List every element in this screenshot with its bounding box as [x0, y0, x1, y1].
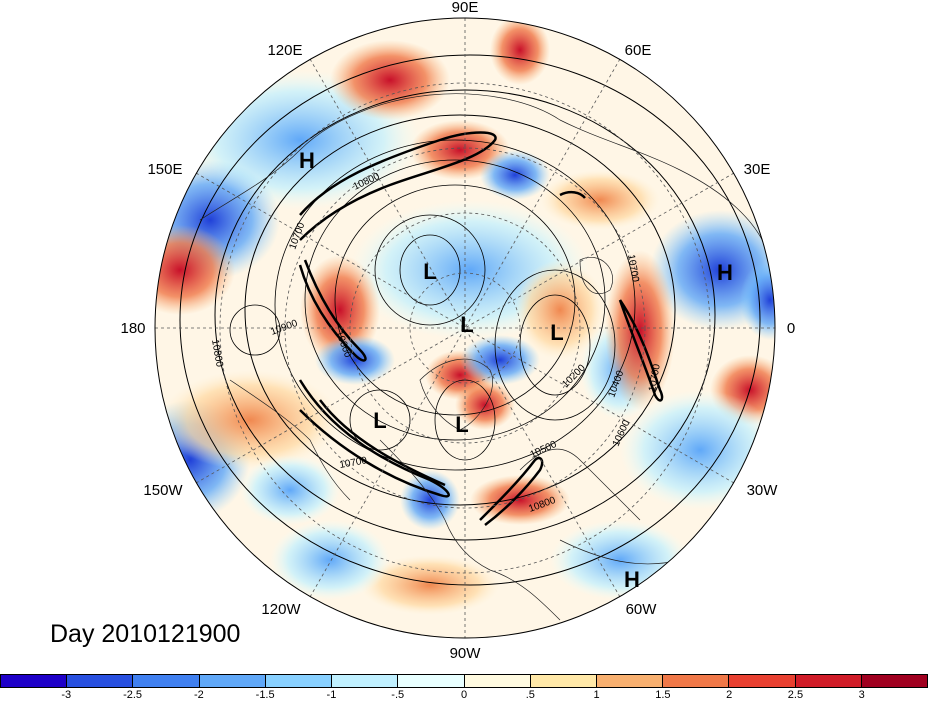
contour-label: 10800	[209, 339, 225, 369]
low-label: L	[373, 408, 386, 433]
low-label: L	[455, 412, 468, 437]
colorbar-swatch	[530, 675, 597, 687]
lon-label-0: 0	[787, 320, 795, 337]
lon-label-150w: 150W	[143, 482, 183, 499]
pressure-systems: L L L L L H H H	[299, 148, 733, 592]
contour-label: 10700	[339, 455, 369, 471]
contour-label: 10700	[625, 254, 641, 284]
height-contours	[179, 54, 761, 586]
contour-label: 10700	[647, 363, 663, 393]
lon-label-90e: 90E	[452, 0, 479, 16]
colorbar-swatch	[332, 675, 399, 687]
high-label: H	[624, 567, 640, 592]
colorbar-swatch	[1, 675, 68, 687]
colorbar-tick-label: 3	[858, 689, 865, 701]
lon-label-180: 180	[120, 320, 145, 337]
colorbar-tick-label: 1.5	[655, 689, 671, 701]
colorbar-swatch	[265, 675, 333, 687]
colorbar-swatch	[67, 675, 134, 687]
colorbar-tick-label: -1	[326, 689, 337, 701]
colorbar-swatch	[596, 675, 664, 687]
anomaly-field	[155, 18, 775, 638]
low-label: L	[550, 320, 563, 345]
colorbar-tick-label: .5	[525, 689, 535, 701]
graticule	[155, 18, 775, 638]
colorbar-swatch	[795, 675, 862, 687]
lon-label-120e: 120E	[267, 42, 302, 59]
colorbar-tick-label: 2.5	[787, 689, 804, 701]
colorbar-swatch	[861, 675, 928, 687]
high-label: H	[717, 260, 733, 285]
colorbar-tick-label: -1.5	[255, 689, 275, 701]
colorbar-swatches	[0, 674, 928, 688]
lon-label-30e: 30E	[744, 161, 771, 178]
jet-contours	[298, 131, 664, 526]
lon-label-30w: 30W	[747, 482, 779, 499]
colorbar-tick-label: -2.5	[123, 689, 143, 701]
colorbar-tick-label: -2	[193, 689, 204, 701]
colorbar-swatch	[199, 675, 266, 687]
colorbar-tick-label: -.5	[391, 689, 405, 701]
colorbar-tick-label: -3	[61, 689, 72, 701]
colorbar-tick-label: 2	[726, 689, 733, 701]
high-label: H	[299, 148, 315, 173]
colorbar-tick-label: 1	[593, 689, 600, 701]
colorbar-swatch	[464, 675, 531, 687]
colorbar: -3 -2.5 -2 -1.5 -1 -.5 0 .5 1 1.5 2 2.5 3	[0, 674, 928, 702]
low-label: L	[423, 259, 436, 284]
colorbar-swatch	[663, 675, 730, 687]
lon-label-60w: 60W	[626, 601, 658, 618]
lon-label-60e: 60E	[625, 42, 652, 59]
colorbar-swatch	[729, 675, 796, 687]
colorbar-tick-label: 0	[460, 689, 468, 701]
lon-label-90w: 90W	[450, 645, 482, 662]
lon-label-150e: 150E	[147, 161, 182, 178]
colorbar-swatch	[398, 675, 465, 687]
colorbar-swatch	[133, 675, 200, 687]
date-title: Day 2010121900	[50, 620, 241, 648]
low-label: L	[460, 312, 473, 337]
lon-label-120w: 120W	[261, 601, 301, 618]
map-boundary	[154, 17, 776, 639]
longitude-labels: 90E 60E 30E 0 30W 60W 90W 120W 150W 180 …	[120, 0, 795, 662]
